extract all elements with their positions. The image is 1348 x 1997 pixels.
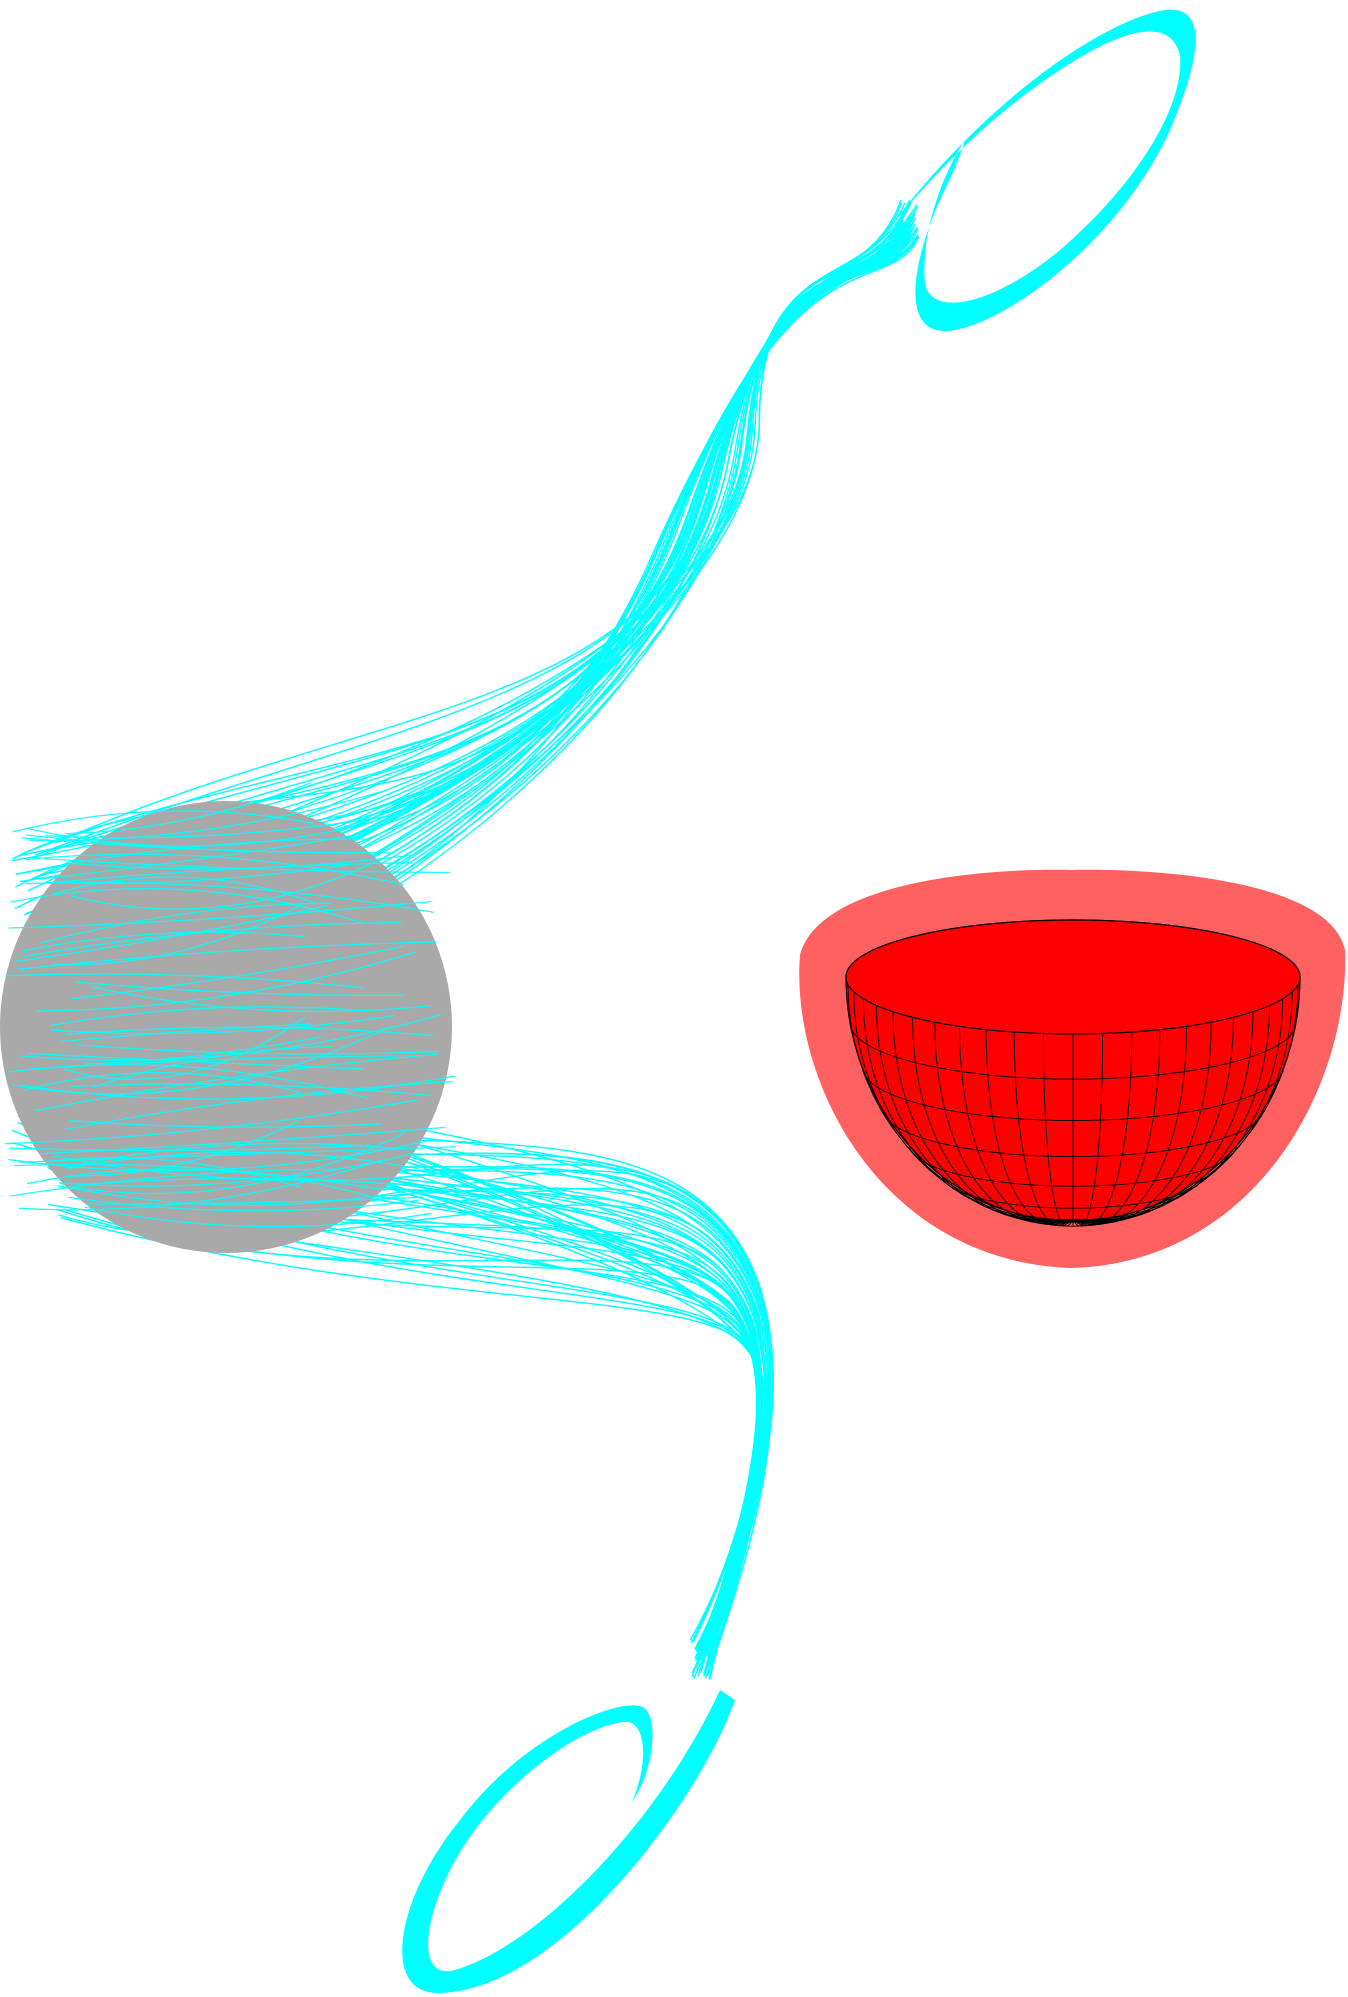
streamline	[18, 1159, 383, 1211]
streamline	[83, 1036, 322, 1065]
streamline	[50, 201, 912, 894]
streamline	[53, 903, 303, 966]
streamline	[18, 1146, 457, 1163]
streamline	[43, 857, 450, 874]
streamline	[63, 1208, 763, 1667]
hemispherical-bowl	[799, 869, 1346, 1268]
bowl-parallel	[1020, 1213, 1126, 1227]
bottom-vortex-swirl	[402, 1690, 735, 1994]
streamline	[64, 782, 311, 835]
streamline	[76, 981, 403, 997]
streamline	[8, 900, 432, 929]
streamline	[9, 1144, 371, 1152]
streamline	[58, 1181, 760, 1652]
streamline	[35, 1053, 437, 1112]
streamline	[12, 1025, 391, 1095]
bowl-meridian	[862, 998, 1074, 1221]
streamline	[17, 941, 437, 970]
streamline	[25, 821, 374, 847]
bowl-wireframe-grid	[847, 984, 1299, 1227]
streamline	[22, 1072, 302, 1094]
streamline	[10, 1168, 340, 1197]
streamline	[5, 1099, 418, 1145]
streamline	[71, 1083, 434, 1097]
bowl-meridian	[1072, 1011, 1254, 1223]
bowl-parallel	[941, 1175, 1205, 1209]
bowl-parallel	[979, 1198, 1167, 1223]
streamline	[26, 853, 403, 886]
streamline	[22, 233, 904, 855]
bowl-parallel	[908, 1145, 1238, 1187]
streamline	[70, 1119, 301, 1177]
bowl-parallel	[862, 1067, 1284, 1121]
streamline	[15, 905, 328, 962]
bowl-meridian	[853, 991, 1074, 1221]
streamline	[81, 1177, 419, 1187]
top-vortex-swirl	[840, 9, 1196, 332]
streamline	[68, 1196, 419, 1212]
bowl-meridian	[1072, 991, 1293, 1221]
streamline	[45, 812, 408, 839]
streamline	[86, 1196, 424, 1205]
streamline	[70, 1132, 406, 1195]
streamline	[91, 986, 432, 1013]
streamline	[25, 881, 434, 913]
bowl-parallel	[849, 1023, 1297, 1080]
bowl-meridian	[1072, 1017, 1234, 1224]
streamline	[13, 1163, 386, 1191]
streamline	[49, 1006, 362, 1027]
streamline	[47, 204, 918, 852]
streamline	[39, 831, 372, 880]
streamline	[39, 1126, 446, 1155]
streamlines-over-sphere	[5, 782, 457, 1228]
streamline	[26, 1052, 364, 1070]
streamline	[15, 838, 365, 875]
streamline	[23, 921, 403, 957]
streamline	[8, 1063, 368, 1099]
bowl-meridian	[1072, 1005, 1271, 1222]
streamline	[9, 888, 364, 924]
streamline	[71, 863, 351, 884]
streamline	[71, 945, 404, 1000]
streamline	[66, 1026, 433, 1037]
streamline	[61, 1152, 414, 1187]
bowl-parallel	[882, 1108, 1264, 1158]
streamline	[52, 876, 317, 905]
streamline	[36, 951, 416, 1012]
streamline	[84, 1206, 432, 1228]
streamline	[48, 1203, 759, 1680]
streamline	[68, 1151, 419, 1170]
streamline	[23, 931, 306, 952]
streamline	[64, 1080, 453, 1131]
streamline	[80, 1142, 400, 1165]
streamline	[6, 973, 364, 989]
streamline	[57, 1185, 763, 1642]
bowl-meridian	[1072, 984, 1299, 1220]
streamline	[25, 834, 381, 854]
streamline	[53, 1155, 452, 1181]
streamline	[93, 1045, 333, 1088]
streamline	[20, 1014, 442, 1061]
streamline	[14, 237, 916, 910]
streamline	[42, 861, 413, 884]
bowl-meridian	[875, 1005, 1074, 1222]
streamline	[77, 1044, 438, 1055]
bowl-rim	[845, 919, 1301, 1035]
streamline	[70, 857, 383, 910]
streamline	[60, 1023, 311, 1043]
